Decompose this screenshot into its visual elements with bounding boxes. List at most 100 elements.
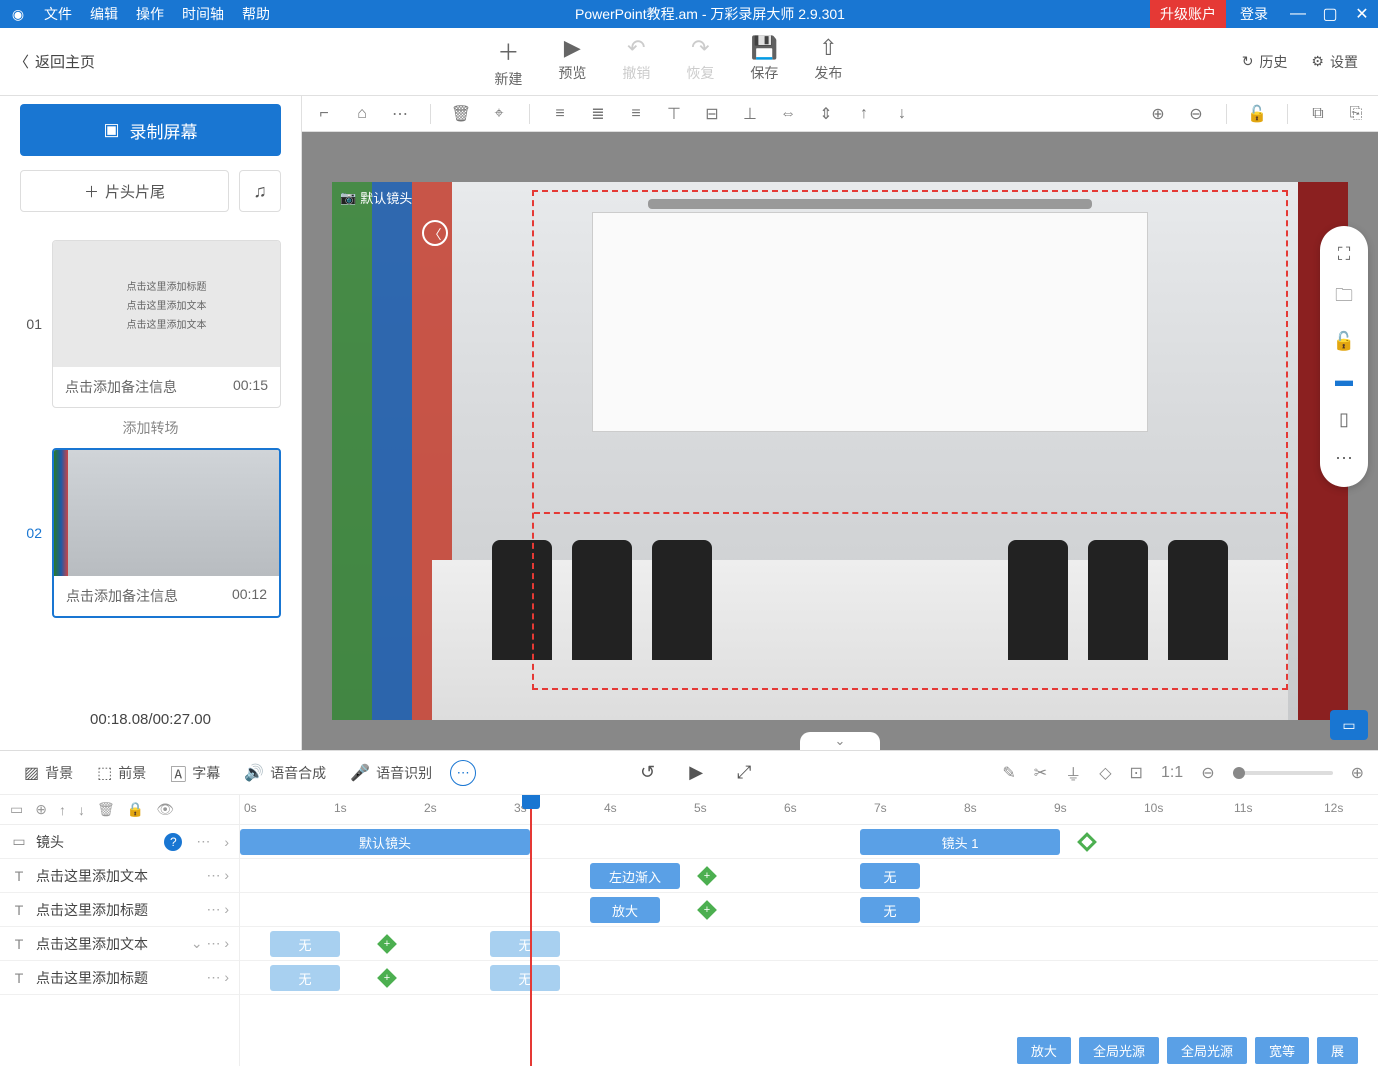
track-label[interactable]: ▭镜头?⋯› <box>0 825 239 859</box>
slide-caption-1[interactable]: 点击添加备注信息 <box>65 377 177 397</box>
tool-发布[interactable]: ⇧发布 <box>814 35 842 89</box>
keyframe-diamond[interactable] <box>697 866 717 886</box>
keyframe-diamond[interactable] <box>1077 832 1097 852</box>
timeline-track[interactable]: 默认镜头 镜头 1 <box>240 825 1378 859</box>
tool-新建[interactable]: ＋新建 <box>494 35 522 89</box>
scale-icon[interactable]: 1:1 <box>1161 764 1183 782</box>
dist-v-icon[interactable]: ⇕ <box>814 104 838 124</box>
timeline-track[interactable]: 无无 <box>240 927 1378 961</box>
timeline-segment[interactable]: 左边渐入 <box>590 863 680 889</box>
down-icon[interactable]: ↓ <box>78 802 85 818</box>
timeline-segment[interactable]: 无 <box>860 863 920 889</box>
zoom-in-timeline-icon[interactable]: ⊕ <box>1351 763 1364 783</box>
slide-card-1[interactable]: 点击这里添加标题 点击这里添加文本 点击这里添加文本 点击添加备注信息 00:1… <box>52 240 281 408</box>
playhead[interactable] <box>530 795 532 1066</box>
maximize-button[interactable]: ▢ <box>1314 4 1346 24</box>
track-label[interactable]: T点击这里添加标题 ⋯ › <box>0 961 239 995</box>
menu-timeline[interactable]: 时间轴 <box>182 4 224 24</box>
zoom-out-timeline-icon[interactable]: ⊖ <box>1201 763 1214 783</box>
layer-down-icon[interactable]: ↓ <box>890 105 914 123</box>
slide-card-2[interactable]: 点击添加备注信息 00:12 <box>52 448 281 618</box>
history-button[interactable]: ↻历史 <box>1242 52 1288 72</box>
minimize-button[interactable]: — <box>1282 5 1314 23</box>
expand-button[interactable]: ⤢ <box>737 762 751 783</box>
timeline-segment[interactable]: 放大 <box>590 897 660 923</box>
footer-button[interactable]: 全局光源 <box>1167 1037 1247 1064</box>
timeline-segment[interactable]: 无 <box>860 897 920 923</box>
timeline-segment[interactable]: 无 <box>270 931 340 957</box>
menu-edit[interactable]: 编辑 <box>90 4 118 24</box>
menu-help[interactable]: 帮助 <box>242 4 270 24</box>
filter-icon[interactable]: ⏚ <box>1065 761 1081 785</box>
footer-button[interactable]: 放大 <box>1017 1037 1071 1064</box>
track-label[interactable]: T点击这里添加文本 ⋯ › <box>0 859 239 893</box>
timeline-tab-语音合成[interactable]: 🔊语音合成 <box>234 755 336 791</box>
mini-player-icon[interactable]: ▭ <box>1330 710 1368 740</box>
timeline-tab-语音识别[interactable]: 🎤语音识别 <box>340 755 442 791</box>
settings-button[interactable]: ⚙设置 <box>1311 52 1358 72</box>
help-icon[interactable]: ? <box>164 833 182 851</box>
add-track-icon[interactable]: ▭ <box>10 801 23 818</box>
align-top-icon[interactable]: ⊤ <box>662 104 686 124</box>
zoom-slider[interactable] <box>1233 771 1333 775</box>
slide-caption-2[interactable]: 点击添加备注信息 <box>66 586 178 606</box>
timeline-ruler[interactable]: 0s1s2s3s4s5s6s7s8s9s10s11s12s <box>240 795 1378 825</box>
trash-icon[interactable]: 🗑 <box>449 104 473 124</box>
timeline-segment[interactable]: 无 <box>270 965 340 991</box>
timeline-segment[interactable]: 镜头 1 <box>860 829 1060 855</box>
align-middle-icon[interactable]: ⊟ <box>700 104 724 124</box>
timeline-segment[interactable]: 无 <box>490 931 560 957</box>
edit-icon[interactable]: ✎ <box>1002 763 1015 783</box>
record-screen-button[interactable]: ▣ 录制屏幕 <box>20 104 281 156</box>
copy-icon[interactable]: ⧉ <box>1306 105 1330 123</box>
visibility-icon[interactable]: 👁 <box>156 801 174 818</box>
tool-预览[interactable]: ▶预览 <box>558 35 586 89</box>
upgrade-button[interactable]: 升级账户 <box>1150 0 1226 28</box>
align-bottom-icon[interactable]: ⊥ <box>738 104 762 124</box>
keyframe-diamond[interactable] <box>697 900 717 920</box>
footer-button[interactable]: 展 <box>1317 1037 1358 1064</box>
close-button[interactable]: ✕ <box>1346 4 1378 24</box>
timeline-segment[interactable]: 默认镜头 <box>240 829 530 855</box>
corner-icon[interactable]: ⌐ <box>312 105 336 123</box>
folder-add-icon[interactable]: ⊕ <box>35 801 47 818</box>
track-label[interactable]: T点击这里添加标题 ⋯ › <box>0 893 239 927</box>
timeline-track[interactable]: 左边渐入 无 <box>240 859 1378 893</box>
add-transition-button[interactable]: 添加转场 <box>20 418 281 438</box>
timeline-toggle[interactable]: ⌄ <box>800 732 880 750</box>
play-button[interactable]: ▶ <box>689 762 703 783</box>
marker-icon[interactable]: ◇ <box>1099 763 1111 783</box>
footer-button[interactable]: 宽等 <box>1255 1037 1309 1064</box>
keyframe-diamond[interactable] <box>377 968 397 988</box>
delete-track-icon[interactable]: 🗑 <box>97 801 115 818</box>
timeline-track[interactable]: 无无 <box>240 961 1378 995</box>
zoom-out-icon[interactable]: ⊖ <box>1184 104 1208 124</box>
rewind-button[interactable]: ↺ <box>640 762 655 783</box>
footer-button[interactable]: 全局光源 <box>1079 1037 1159 1064</box>
canvas-frame[interactable]: 📷默认镜头 〈 <box>332 182 1348 720</box>
align-center-icon[interactable]: ≣ <box>586 104 610 124</box>
align-right-icon[interactable]: ≡ <box>624 105 648 123</box>
menu-file[interactable]: 文件 <box>44 4 72 24</box>
home-icon[interactable]: ⌂ <box>350 105 374 123</box>
paste-icon[interactable]: ⎘ <box>1344 105 1368 123</box>
focus-icon[interactable]: ⌖ <box>487 105 511 123</box>
fullscreen-icon[interactable]: ⛶ <box>1338 244 1351 265</box>
timeline-tab-前景[interactable]: ⬚前景 <box>87 755 156 791</box>
keyframe-diamond[interactable] <box>377 934 397 954</box>
back-home-button[interactable]: 〈 返回主页 <box>14 51 95 72</box>
dist-h-icon[interactable]: ⇔ <box>776 105 800 123</box>
collapse-button[interactable]: 〈 <box>422 220 448 246</box>
zoom-in-icon[interactable]: ⊕ <box>1146 104 1170 124</box>
fit-icon[interactable]: ⊡ <box>1130 763 1143 783</box>
align-left-icon[interactable]: ≡ <box>548 105 572 123</box>
music-button[interactable]: ♫ <box>239 170 281 212</box>
head-tail-button[interactable]: ＋片头片尾 <box>20 170 229 212</box>
menu-action[interactable]: 操作 <box>136 4 164 24</box>
up-icon[interactable]: ↑ <box>59 802 66 818</box>
timeline-tab-背景[interactable]: ▨背景 <box>14 755 83 791</box>
timeline-more-button[interactable]: ⋯ <box>450 760 476 786</box>
more-icon[interactable]: ⋯ <box>1335 448 1353 469</box>
ellipsis-icon[interactable]: ⋯ <box>388 104 412 124</box>
cut-icon[interactable]: ✂ <box>1034 763 1047 783</box>
